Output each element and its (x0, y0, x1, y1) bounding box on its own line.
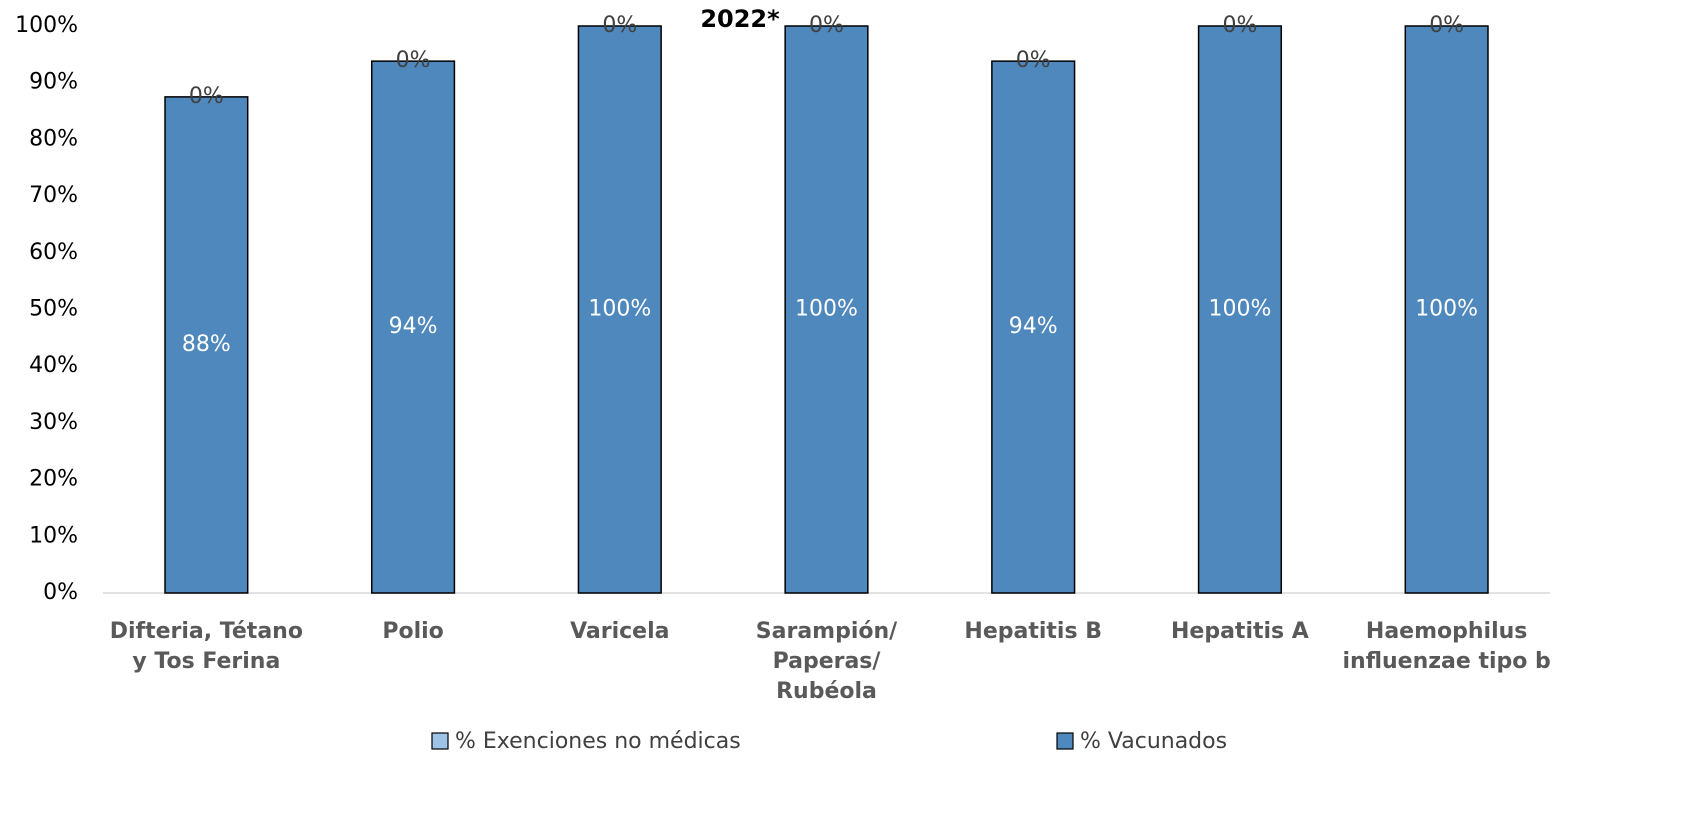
bar (991, 60, 1076, 594)
x-tick-label: Varicela (570, 619, 670, 644)
data-label: 100% (588, 297, 651, 322)
data-label: 0% (396, 48, 431, 73)
x-tick-label: Hepatitis A (1171, 619, 1309, 644)
data-label: 94% (1009, 314, 1058, 339)
data-label: 0% (602, 13, 637, 38)
legend-label: % Exenciones no médicas (455, 729, 741, 754)
x-tick-label: Haemophilus influenzae tipo b (1342, 619, 1551, 674)
bar (577, 25, 662, 594)
bar (784, 25, 869, 594)
bar (370, 60, 456, 594)
y-tick-label: 40% (29, 353, 78, 378)
y-tick-label: 100% (15, 13, 78, 38)
y-tick-label: 50% (29, 297, 78, 322)
data-label: 0% (809, 13, 844, 38)
x-tick-label: Hepatitis B (964, 619, 1102, 644)
bar (1197, 25, 1283, 594)
data-label: 100% (1208, 297, 1271, 322)
y-tick-label: 80% (29, 126, 78, 151)
data-label: 94% (389, 314, 438, 339)
data-label: 100% (1415, 297, 1478, 322)
data-label: 0% (1429, 13, 1464, 38)
legend-swatch (1056, 732, 1074, 750)
chart-title: 2022* (700, 5, 780, 33)
data-label: 100% (795, 297, 858, 322)
y-tick-label: 70% (29, 183, 78, 208)
y-tick-label: 90% (29, 70, 78, 95)
legend-swatch (431, 732, 449, 750)
y-tick-label: 10% (29, 523, 78, 548)
data-label: 0% (189, 84, 224, 109)
y-tick-label: 20% (29, 467, 78, 492)
data-label: 0% (1222, 13, 1257, 38)
y-tick-label: 30% (29, 410, 78, 435)
x-tick-label: Difteria, Tétano y Tos Ferina (109, 619, 303, 674)
y-tick-label: 0% (43, 580, 78, 605)
legend-label: % Vacunados (1080, 729, 1227, 754)
data-label: 88% (182, 332, 231, 357)
bar (164, 96, 249, 594)
y-tick-label: 60% (29, 240, 78, 265)
bar (1404, 25, 1489, 594)
data-label: 0% (1016, 48, 1051, 73)
x-tick-label: Sarampión/ Paperas/ Rubéola (755, 619, 898, 704)
x-tick-label: Polio (382, 619, 444, 644)
